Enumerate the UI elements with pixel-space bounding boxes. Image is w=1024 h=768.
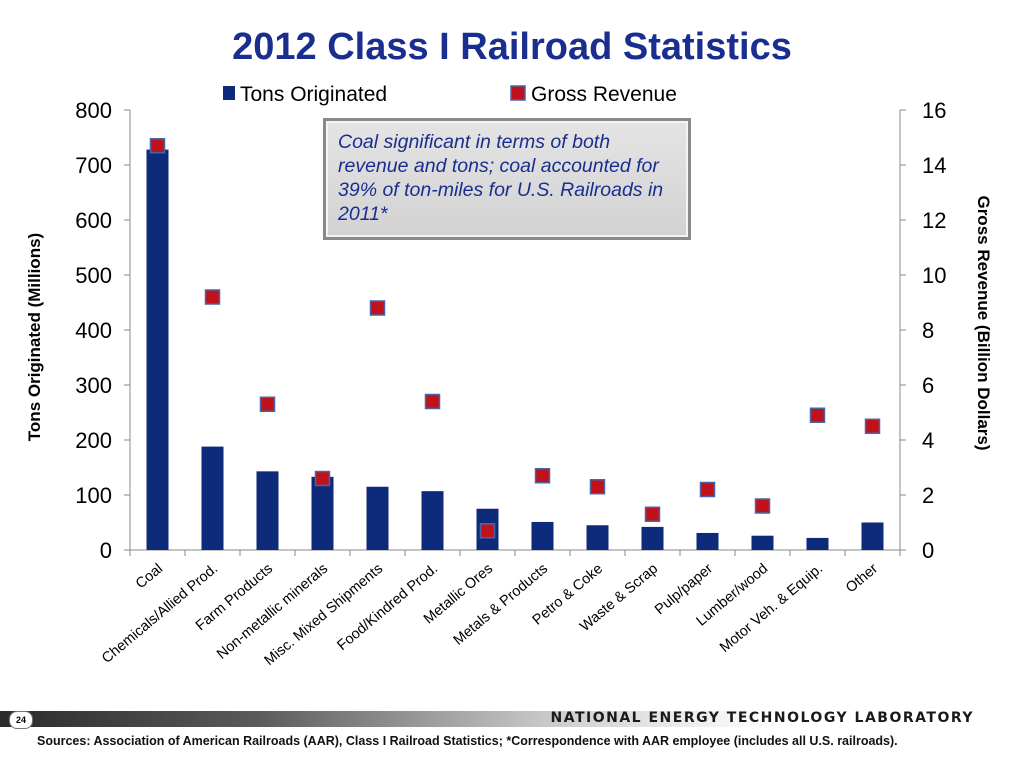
marker-gross-revenue [864,418,881,434]
chart-title: 2012 Class I Railroad Statistics [232,26,792,68]
marker-gross-revenue [589,479,606,495]
bar-tons-originated [201,446,224,550]
marker-gross-revenue [259,396,276,412]
right-tick-label: 12 [922,208,946,233]
page-number: 24 [9,711,33,729]
marker-gross-revenue [149,138,166,154]
left-tick-label: 300 [75,373,112,398]
marker-gross-revenue [809,407,826,423]
right-tick-label: 0 [922,538,934,563]
bar-tons-originated [531,521,554,550]
chart-area: 0 100 200 300 400 500 600 700 800 0 2 4 6 8 10 12 14 16 To… [25,83,993,669]
left-tick-label: 500 [75,263,112,288]
right-tick-label: 16 [922,98,946,123]
marker-gross-revenue [699,481,716,498]
category-label: Other [843,561,881,597]
right-tick-label: 10 [922,263,946,288]
marker-gross-revenue [424,393,441,410]
bar-tons-originated [421,491,444,550]
category-label: Motor Veh. & Equip. [717,561,826,656]
bar-tons-originated [861,522,884,550]
category-label: Metals & Products [451,561,551,649]
y2-axis-title: Gross Revenue (Billion Dollars) [974,195,993,450]
marker-gross-revenue [644,506,661,522]
legend-label-revenue: Gross Revenue [531,83,677,106]
left-tick-label: 700 [75,153,112,178]
right-tick-label: 6 [922,373,934,398]
bar-tons-originated [696,532,719,550]
marker-gross-revenue [369,300,386,316]
marker-gross-revenue [204,289,221,305]
y-axis-title: Tons Originated (Millions) [25,233,44,441]
bar-tons-originated [751,535,774,550]
bar-tons-originated [806,537,829,550]
bar-tons-originated [366,486,389,550]
bar-tons-originated [641,526,664,550]
right-tick-label: 4 [922,428,934,453]
left-tick-label: 600 [75,208,112,233]
marker-gross-revenue [314,470,331,487]
left-tick-label: 0 [100,538,112,563]
left-tick-label: 200 [75,428,112,453]
marker-gross-revenue [534,468,551,484]
bar-tons-originated [586,525,609,550]
right-tick-label: 8 [922,318,934,343]
organization-logo-text: NATIONAL ENERGY TECHNOLOGY LABORATORY [550,710,974,726]
left-tick-label: 400 [75,318,112,343]
left-tick-label: 800 [75,98,112,123]
category-label: Food/Kindred Prod. [334,561,441,654]
annotation-callout: Coal significant in terms of both revenu… [323,118,691,240]
legend-swatch-revenue [510,85,526,101]
category-label: Coal [133,561,166,592]
legend-label-tons: Tons Originated [240,83,387,106]
legend-swatch-tons [223,86,235,100]
bar-tons-originated [146,149,169,550]
annotation-text: Coal significant in terms of both revenu… [338,131,664,225]
right-tick-label: 2 [922,483,934,508]
footer-bar [0,711,1024,727]
left-tick-label: 100 [75,483,112,508]
right-tick-label: 14 [922,153,946,178]
marker-gross-revenue [479,523,496,539]
sources-note: Sources: Association of American Railroa… [37,734,898,748]
bar-tons-originated [256,471,279,550]
marker-gross-revenue [754,498,771,514]
bar-tons-originated [311,476,334,550]
